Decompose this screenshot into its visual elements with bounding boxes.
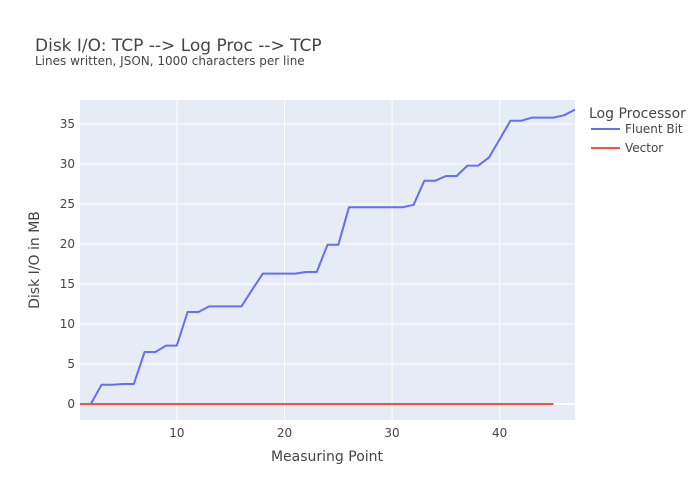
chart-subtitle: Lines written, JSON, 1000 characters per… (35, 54, 305, 68)
legend: Log Processor Fluent Bit Vector (589, 106, 686, 155)
y-tick-label: 20 (60, 237, 75, 251)
y-tick-label: 30 (60, 157, 75, 171)
series-lines (80, 108, 576, 405)
x-tick-label: 40 (492, 426, 507, 440)
legend-item-vector[interactable]: Vector (591, 141, 663, 155)
tick-labels: 0 5 10 15 20 25 30 35 10 20 30 40 (60, 117, 508, 440)
y-tick-label: 15 (60, 277, 75, 291)
y-axis-title: Disk I/O in MB (27, 211, 43, 309)
legend-label: Vector (625, 141, 663, 155)
x-tick-label: 30 (384, 426, 399, 440)
x-tick-label: 20 (277, 426, 292, 440)
legend-title: Log Processor (589, 106, 686, 122)
x-tick-label: 10 (169, 426, 184, 440)
legend-label: Fluent Bit (625, 122, 683, 136)
series-line-fluent-bit (80, 108, 576, 405)
legend-item-fluent-bit[interactable]: Fluent Bit (591, 122, 683, 136)
y-tick-label: 0 (67, 397, 75, 411)
y-tick-label: 5 (67, 357, 75, 371)
chart-title: Disk I/O: TCP --> Log Proc --> TCP (35, 36, 322, 56)
x-axis-title: Measuring Point (271, 449, 384, 465)
plot-area (80, 100, 575, 420)
y-tick-label: 10 (60, 317, 75, 331)
y-tick-label: 25 (60, 197, 75, 211)
y-tick-label: 35 (60, 117, 75, 131)
